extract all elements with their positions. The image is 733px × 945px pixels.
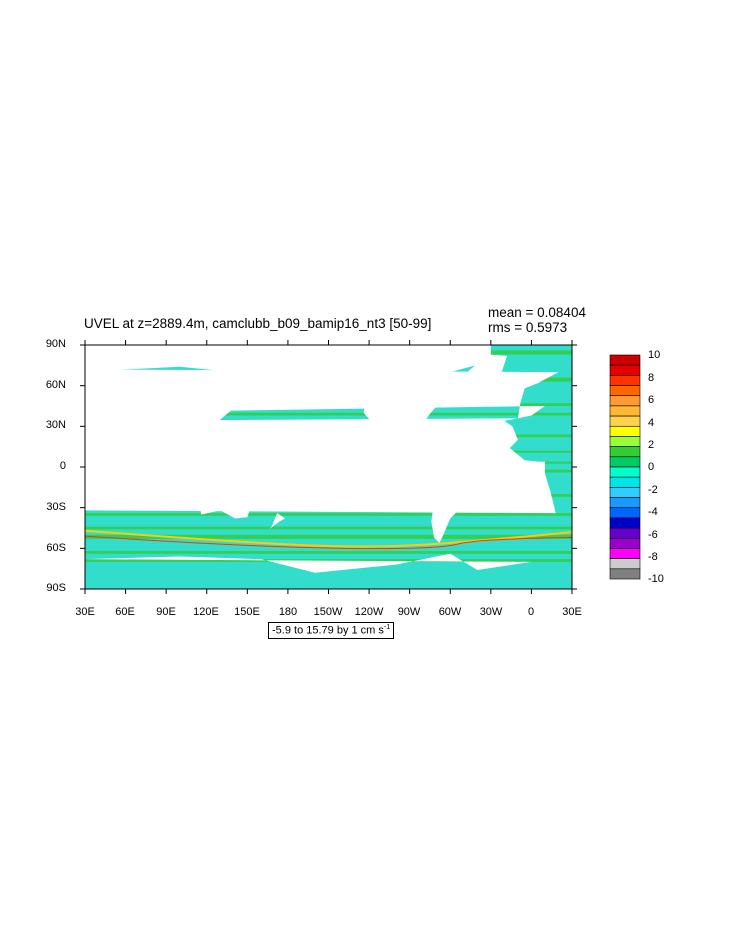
colorbar-label: 10 [648,349,661,361]
colorbar-swatch [609,354,641,366]
lon-label: 0 [527,606,535,618]
zonal-band [85,534,572,539]
lon-label: 90E [156,606,176,618]
lat-label: 0 [59,460,66,472]
unit-exponent: -1 [383,624,391,631]
colorbar-swatch [609,517,641,529]
colorbar-label: -10 [648,573,664,585]
north-america-north [314,345,491,386]
lat-label: 30N [45,419,66,431]
lon-label: 30E [75,606,95,618]
colorbar-swatch [609,375,641,386]
colorbar-swatch [609,385,641,397]
colorbar-label: -4 [648,506,658,518]
lat-label: 90S [46,582,66,594]
colorbar-label: 8 [648,372,655,384]
lon-label: 150W [313,606,343,618]
contour-range-text: -5.9 to 15.79 by 1 cm s [272,624,384,637]
contour-range-label: -5.9 to 15.79 by 1 cm s-1 [268,622,395,639]
lat-label: 60N [45,379,66,391]
colorbar-swatch [609,527,641,539]
colorbar-swatch [609,364,641,376]
colorbar-swatch [609,537,641,549]
colorbar-swatch [609,476,641,488]
lon-label: 60W [438,606,462,618]
colorbar-label: -8 [648,551,658,563]
colorbar-swatch [609,425,641,437]
lon-label: 150E [234,606,260,618]
lon-label: 30E [562,606,582,618]
lon-label: 90W [397,606,421,618]
lon-label: 180 [278,606,298,618]
new-zealand [268,513,286,530]
acc-jet [85,529,572,548]
colorbar-swatch [609,415,641,427]
rms-value: rms = 0.5973 [488,320,568,335]
colorbar-swatch [609,405,641,417]
axis-ticks [80,340,577,594]
colorbar-label: 0 [648,461,655,473]
colorbar-label: -6 [648,529,658,541]
lat-label: 90N [45,338,66,350]
zonal-band [85,412,572,416]
lon-label: 120E [193,606,219,618]
lon-label: 30W [479,606,503,618]
acc-jet-core [85,535,572,550]
colorbar [609,354,641,580]
colorbar-label: 2 [648,439,655,451]
mean-value: mean = 0.08404 [488,305,586,320]
colorbar-swatch [609,497,641,509]
europe [85,369,559,419]
colorbar-swatch [609,568,641,580]
africa-west [85,418,556,514]
plot-title: UVEL at z=2889.4m, camclubb_b09_bamip16_… [84,316,432,331]
continents [85,345,559,589]
colorbar-swatch [609,548,641,559]
colorbar-swatch [609,456,641,468]
colorbar-swatch [609,395,641,407]
zonal-band [85,513,572,516]
lon-label: 120W [354,606,384,618]
lon-label: 60E [115,606,135,618]
colorbar-swatch [609,487,641,498]
colorbar-label: -2 [648,484,658,496]
lat-label: 60S [46,542,66,554]
colorbar-swatch [609,558,641,570]
colorbar-swatch [609,436,641,447]
colorbar-label: 6 [648,394,655,406]
colorbar-label: 4 [648,417,655,429]
colorbar-swatch [609,507,641,519]
antarctica [85,553,532,589]
zonal-band [85,559,572,562]
eurasia-north [85,345,315,378]
zonal-band [85,551,572,554]
colorbar-swatch [609,466,641,478]
colorbar-swatch [609,446,641,458]
lat-label: 30S [46,501,66,513]
zonal-band [85,526,572,530]
